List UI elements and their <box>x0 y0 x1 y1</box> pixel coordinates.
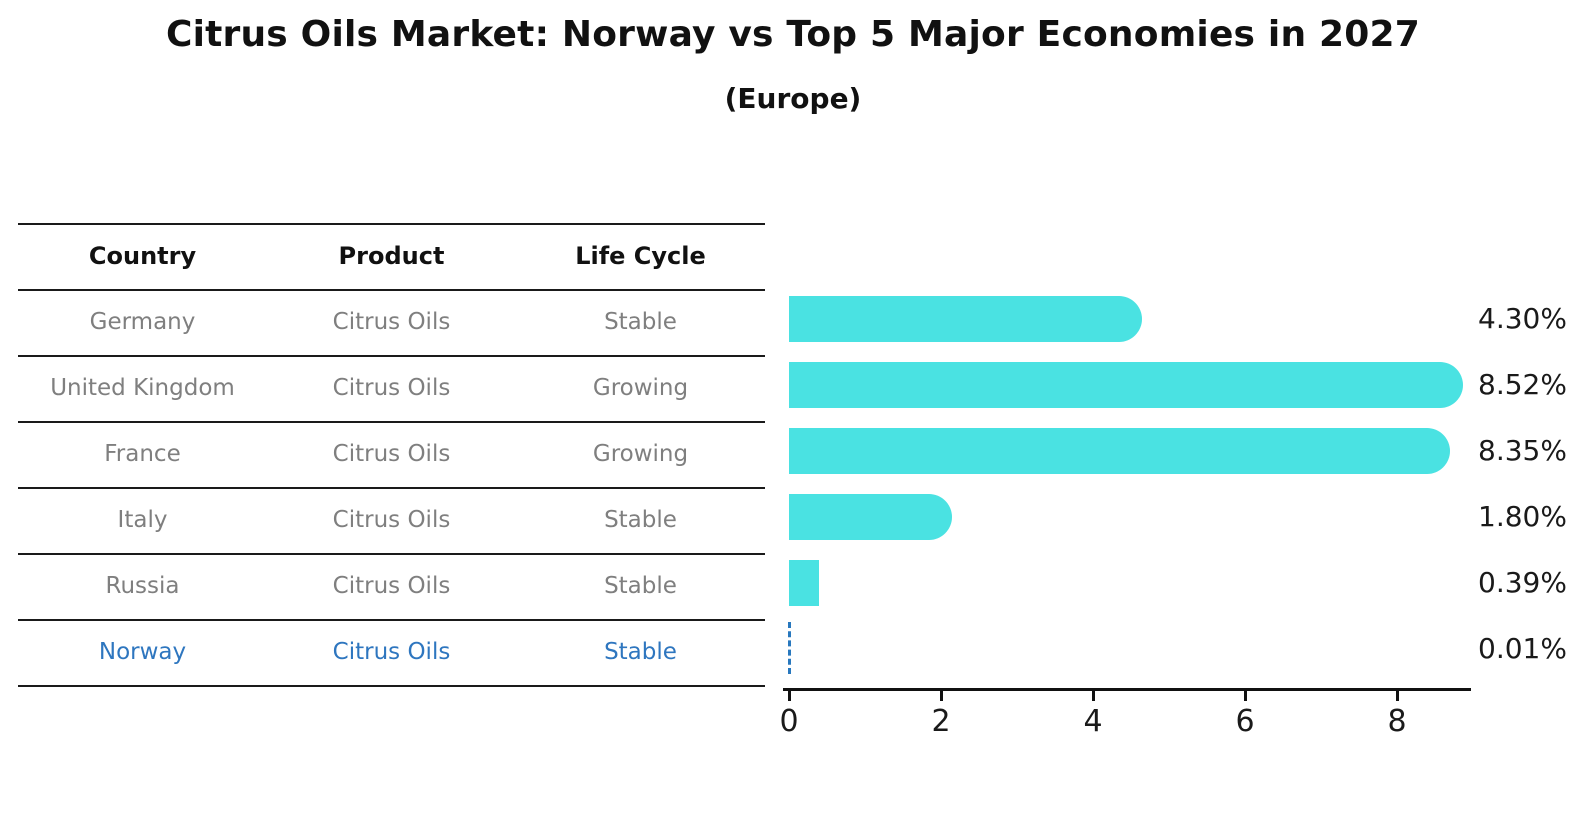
life-cycle-cell: Stable <box>604 309 677 335</box>
table-row-norway-highlighted: Norway Citrus Oils Stable <box>18 619 765 685</box>
x-axis-tick-label: 0 <box>779 704 799 739</box>
product-cell: Citrus Oils <box>332 309 451 335</box>
value-label-norway: 0.01% <box>1478 632 1567 665</box>
product-cell: Citrus Oils <box>332 375 451 401</box>
table-rule <box>18 289 765 291</box>
table-row-italy: Italy Citrus Oils Stable <box>18 487 765 553</box>
bar-united-kingdom <box>789 362 1463 408</box>
life-cycle-cell: Growing <box>592 375 689 401</box>
country-cell: France <box>104 441 181 467</box>
x-axis-tick-label: 6 <box>1235 704 1255 739</box>
life-cycle-cell: Stable <box>604 573 677 599</box>
bar-france <box>789 428 1450 474</box>
x-axis-tick-label: 8 <box>1387 704 1407 739</box>
value-label-united-kingdom: 8.52% <box>1478 368 1567 401</box>
table-header-product: Product <box>338 242 445 270</box>
x-axis-tick <box>1244 691 1247 701</box>
value-label-italy: 1.80% <box>1478 500 1567 533</box>
value-label-germany: 4.30% <box>1478 302 1567 335</box>
table-rule <box>18 355 765 357</box>
table-row-united-kingdom: United Kingdom Citrus Oils Growing <box>18 355 765 421</box>
bar-italy <box>789 494 952 540</box>
x-axis-tick <box>1092 691 1095 701</box>
table-header-country: Country <box>88 242 197 270</box>
life-cycle-cell: Growing <box>592 441 689 467</box>
x-axis-tick-label: 2 <box>931 704 951 739</box>
chart-subtitle: (Europe) <box>724 82 862 115</box>
x-axis-line <box>783 688 1471 691</box>
x-axis-tick <box>1396 691 1399 701</box>
country-cell: Russia <box>105 573 180 599</box>
x-axis-tick <box>788 691 791 701</box>
table-row-france: France Citrus Oils Growing <box>18 421 765 487</box>
country-cell: United Kingdom <box>50 375 235 401</box>
table-header-row: Country Product Life Cycle <box>18 223 765 289</box>
chart-title: Citrus Oils Market: Norway vs Top 5 Majo… <box>165 14 1421 55</box>
product-cell: Citrus Oils <box>332 639 451 665</box>
x-axis-tick-label: 4 <box>1083 704 1103 739</box>
country-cell: Norway <box>98 639 187 665</box>
product-cell: Citrus Oils <box>332 441 451 467</box>
value-label-france: 8.35% <box>1478 434 1567 467</box>
life-cycle-cell: Stable <box>604 507 677 533</box>
table-header-life-cycle: Life Cycle <box>575 242 706 270</box>
table-rule <box>18 619 765 621</box>
value-label-russia: 0.39% <box>1478 566 1567 599</box>
table-rule <box>18 487 765 489</box>
table-rule <box>18 421 765 423</box>
table-row-germany: Germany Citrus Oils Stable <box>18 289 765 355</box>
product-cell: Citrus Oils <box>332 507 451 533</box>
table-rule <box>18 223 765 225</box>
life-cycle-cell: Stable <box>604 639 677 665</box>
bar-norway-dashed-marker <box>788 622 791 674</box>
table-rule <box>18 553 765 555</box>
country-cell: Italy <box>117 507 168 533</box>
table-row-russia: Russia Citrus Oils Stable <box>18 553 765 619</box>
product-cell: Citrus Oils <box>332 573 451 599</box>
x-axis-tick <box>940 691 943 701</box>
bar-russia <box>789 560 819 606</box>
bar-germany <box>789 296 1142 342</box>
table-rule <box>18 685 765 687</box>
country-cell: Germany <box>89 309 196 335</box>
